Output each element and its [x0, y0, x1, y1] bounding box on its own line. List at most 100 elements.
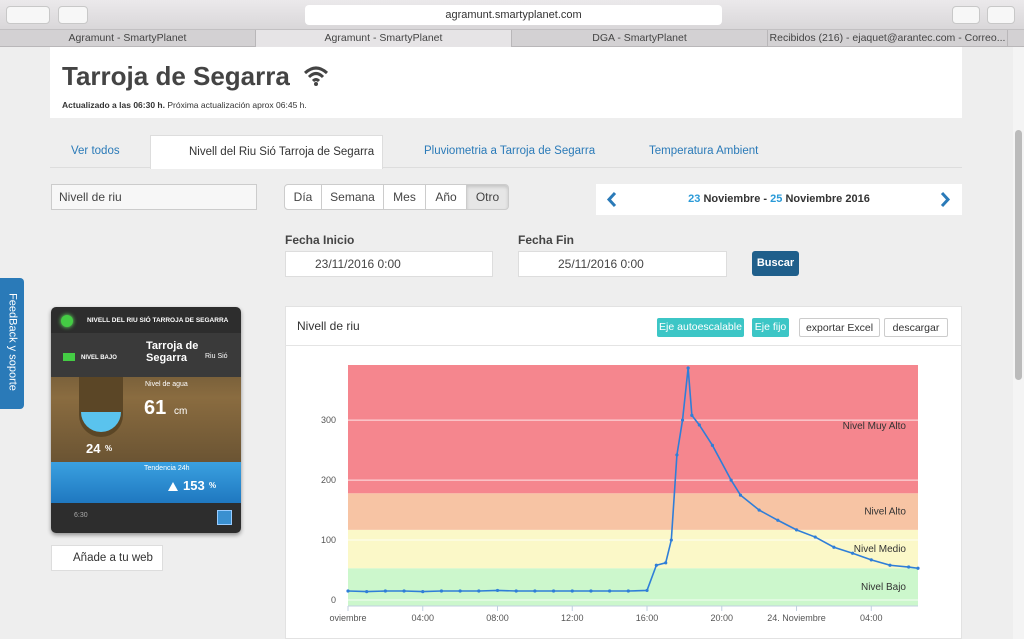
select[interactable]: Nivell de riu	[51, 184, 257, 210]
page-title: Tarroja de Segarra	[62, 61, 290, 91]
start-label: Fecha Inicio	[285, 233, 355, 247]
share-button[interactable]: Añade a tu web	[51, 545, 163, 571]
flag	[63, 353, 75, 361]
end-input[interactable]: 25/11/2016 0:00	[518, 251, 727, 277]
tabs-button[interactable]	[987, 6, 1015, 24]
next-update: Próxima actualización aprox 06:45 h.	[167, 100, 307, 110]
feedback-tab[interactable]: FeedBack y soporte	[0, 278, 24, 409]
band-label: Nivel Medio	[854, 544, 907, 555]
time: 6:30	[74, 512, 88, 519]
updated: Actualizado a las 06:30 h.	[62, 100, 165, 110]
date-range: 23 Noviembre - 25 Noviembre 2016	[596, 193, 962, 205]
header-card: Tarroja de Segarra Actualizado a las 06:…	[50, 47, 962, 118]
sidebar-button[interactable]	[58, 6, 88, 24]
data-point	[869, 558, 873, 562]
data-point	[533, 589, 537, 593]
axis-fixed-button[interactable]: Eje fijo	[752, 318, 789, 337]
status: NIVEL BAJO	[81, 355, 117, 361]
data-point	[626, 589, 630, 593]
data-point	[365, 590, 369, 594]
data-point	[421, 590, 425, 594]
update-info: Actualizado a las 06:30 h. Próxima actua…	[62, 100, 307, 110]
data-point	[645, 588, 649, 593]
data-point	[680, 418, 685, 422]
search-button[interactable]: Buscar	[752, 251, 799, 276]
browser-tab[interactable]: DGA - SmartyPlanet	[512, 30, 768, 47]
water	[81, 412, 121, 432]
trend-unit: %	[209, 481, 217, 490]
date-nav: 23 Noviembre - 25 Noviembre 2016	[596, 184, 962, 215]
x-tick-label: 04:00	[860, 613, 883, 623]
panel-title: Nivell de riu	[297, 319, 360, 333]
nav-tab[interactable]: Ver todos	[71, 145, 120, 157]
back-forward[interactable]	[6, 6, 50, 24]
data-point	[832, 545, 836, 549]
x-tick-label: 04:00	[411, 613, 434, 623]
data-point	[813, 535, 817, 539]
band-label: Nivel Bajo	[861, 582, 906, 593]
end-day: 25	[770, 193, 783, 205]
data-point	[757, 508, 761, 512]
x-tick-label: oviembre	[329, 613, 366, 623]
data-point	[850, 551, 855, 555]
y-tick-label: 200	[321, 475, 336, 485]
nav-tab[interactable]: Pluviometria a Tarroja de Segarra	[424, 145, 596, 157]
next-arrow[interactable]	[939, 191, 951, 208]
data-point	[495, 588, 500, 593]
browser-tab[interactable]: Agramunt - SmartyPlanet	[256, 30, 512, 47]
station-name: Tarroja de Segarra	[146, 340, 199, 364]
separator: -	[763, 193, 768, 205]
band-label: Nivel Muy Alto	[843, 421, 907, 432]
axis-auto-button[interactable]: Eje autoescalable	[657, 318, 744, 337]
scrollbar-thumb[interactable]	[1015, 130, 1022, 380]
period-button[interactable]: Mes	[383, 184, 426, 210]
download-button[interactable]: descargar	[884, 318, 948, 337]
percent-unit: %	[105, 444, 113, 453]
data-point	[654, 563, 658, 567]
wifi-icon	[303, 66, 329, 86]
level-value: 61	[144, 397, 167, 419]
browser-tab[interactable]: Agramunt - SmartyPlanet	[0, 30, 256, 47]
data-point	[669, 538, 673, 542]
data-point	[888, 563, 892, 567]
start-input[interactable]: 23/11/2016 0:00	[285, 251, 493, 277]
x-tick-label: 20:00	[711, 613, 734, 623]
plot-band	[348, 529, 918, 569]
browser-tab[interactable]: Recibidos (216) - ejaquet@arantec.com - …	[768, 30, 1008, 47]
data-point	[738, 493, 743, 497]
add-button[interactable]	[217, 510, 232, 525]
end-label: Fecha Fin	[518, 233, 575, 247]
share-button[interactable]	[952, 6, 980, 24]
data-point	[794, 528, 799, 532]
level-unit: cm	[174, 406, 188, 417]
trend-label: Tendencia 24h	[144, 465, 190, 472]
panel-divider	[285, 345, 962, 346]
widget-header: NIVELL DEL RIU SIÓ TARROJA DE SEGARRA	[87, 317, 229, 324]
end-month: Noviembre 2016	[785, 193, 870, 205]
y-tick-label: 100	[321, 535, 336, 545]
plot-band	[348, 365, 918, 494]
prev-arrow[interactable]	[606, 191, 618, 208]
nav-tab-active[interactable]: Nivell del Riu Sió Tarroja de Segarra	[150, 135, 383, 169]
export-button[interactable]: exportar Excel	[799, 318, 880, 337]
trend-value: 153	[183, 478, 205, 493]
percent: 24	[86, 441, 101, 456]
data-point	[608, 589, 612, 593]
period-button-active[interactable]: Otro	[466, 184, 509, 210]
sky	[51, 333, 241, 377]
series-line	[347, 367, 919, 593]
status-led	[61, 315, 73, 327]
data-point	[458, 589, 462, 593]
data-point	[686, 366, 690, 370]
data-point	[383, 589, 387, 593]
band-label: Nivel Alto	[864, 507, 906, 518]
period-button[interactable]: Año	[425, 184, 467, 210]
url-bar[interactable]: agramunt.smartyplanet.com	[305, 5, 722, 25]
data-point	[675, 453, 679, 457]
widget: NIVELL DEL RIU SIÓ TARROJA DE SEGARRA NI…	[51, 307, 241, 533]
period-button[interactable]: Día	[284, 184, 322, 210]
data-point	[439, 589, 444, 593]
period-button[interactable]: Semana	[321, 184, 384, 210]
nav-tab[interactable]: Temperatura Ambient	[649, 145, 759, 157]
